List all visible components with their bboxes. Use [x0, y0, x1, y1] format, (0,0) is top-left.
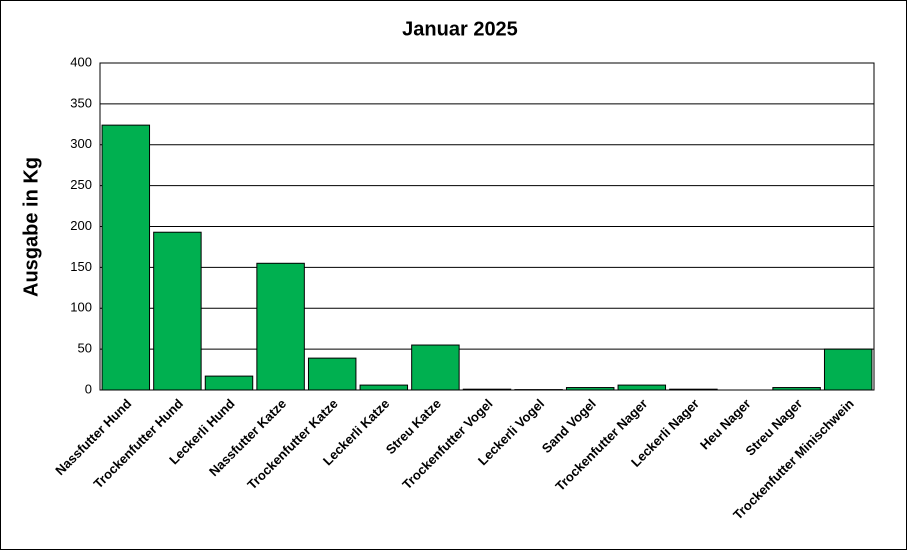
bar	[463, 389, 510, 390]
y-tick-label: 350	[70, 95, 92, 110]
y-axis-label: Ausgabe in Kg	[20, 157, 42, 297]
y-tick-label: 50	[78, 341, 92, 356]
chart-title: Januar 2025	[402, 18, 518, 40]
y-tick-label: 300	[70, 136, 92, 151]
y-tick-label: 100	[70, 300, 92, 315]
y-tick-label: 200	[70, 218, 92, 233]
bar	[257, 263, 304, 390]
bar	[154, 232, 201, 390]
bar	[773, 388, 820, 390]
bar	[308, 358, 355, 390]
bar	[102, 125, 149, 390]
bar	[824, 349, 871, 390]
bar	[618, 385, 665, 390]
y-tick-label: 150	[70, 259, 92, 274]
bar	[360, 385, 407, 390]
bar	[412, 345, 459, 390]
bar	[670, 389, 717, 390]
y-tick-label: 0	[85, 381, 92, 396]
y-tick-label: 250	[70, 177, 92, 192]
bar	[205, 376, 252, 390]
bar	[566, 388, 613, 390]
y-tick-label: 400	[70, 54, 92, 69]
